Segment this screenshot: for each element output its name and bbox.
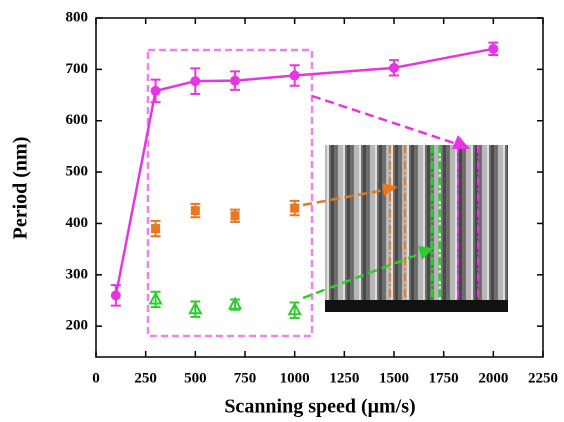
point <box>148 291 163 305</box>
point <box>287 302 302 316</box>
point <box>190 76 201 87</box>
x-tick-label: 1250 <box>329 370 359 386</box>
point <box>150 85 161 96</box>
point <box>190 206 200 216</box>
point <box>227 296 243 310</box>
point <box>230 211 240 221</box>
point <box>389 62 399 73</box>
x-tick-label: 2000 <box>478 370 508 386</box>
x-tick-label: 1500 <box>379 370 409 386</box>
plot-frame <box>95 17 544 358</box>
y-tick-label: 300 <box>66 266 89 282</box>
point <box>290 203 300 213</box>
point <box>488 43 499 54</box>
x-tick-label: 0 <box>92 370 100 386</box>
y-tick-label: 400 <box>66 215 89 231</box>
y-tick-label: 600 <box>66 112 89 128</box>
y-tick-label: 200 <box>66 318 89 334</box>
x-axis-title: Scanning speed (μm/s) <box>224 396 415 418</box>
y-tick-label: 800 <box>66 9 89 25</box>
x-tick-label: 2250 <box>528 370 558 386</box>
x-tick-label: 1000 <box>280 370 310 386</box>
sem-inset <box>325 145 508 312</box>
x-tick-label: 500 <box>184 370 207 386</box>
point <box>289 70 300 81</box>
point <box>151 224 161 234</box>
x-tick-label: 250 <box>134 370 157 386</box>
highlight-box <box>146 48 314 338</box>
point <box>230 75 241 86</box>
y-tick-label: 700 <box>66 61 89 77</box>
x-tick-label: 750 <box>234 370 257 386</box>
y-tick-label: 500 <box>66 164 89 180</box>
arrows <box>302 94 470 300</box>
point <box>110 290 121 301</box>
point <box>188 301 203 315</box>
y-axis-title: Period (nm) <box>10 137 32 240</box>
x-tick-label: 1750 <box>429 370 459 386</box>
